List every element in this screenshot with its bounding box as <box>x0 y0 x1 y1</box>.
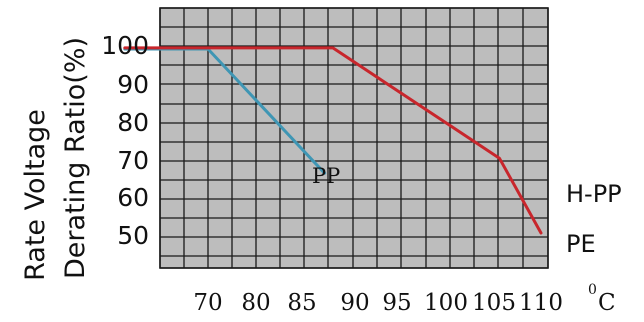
y-tick-label: 70 <box>117 146 149 175</box>
y-tick-labels: 100 90 80 70 60 50 <box>101 31 149 250</box>
x-tick-label: 105 <box>472 290 516 316</box>
x-tick-label: 90 <box>340 290 369 316</box>
series-label-pp: PP <box>312 164 340 188</box>
y-axis-label-line-2: Derating Ratio(%) <box>60 37 91 279</box>
y-tick-label: 80 <box>117 108 149 137</box>
x-tick-label: 80 <box>241 290 270 316</box>
x-tick-labels: 70 80 85 90 95 100 105 110 <box>193 290 563 316</box>
y-tick-label: 50 <box>117 221 149 250</box>
x-unit: 0 C <box>588 282 616 316</box>
grid-lines <box>159 7 549 269</box>
series-line-pe <box>123 46 543 235</box>
x-tick-label: 70 <box>193 290 222 316</box>
side-label-h-pp: H-PP <box>566 180 622 208</box>
y-tick-label: 90 <box>117 70 149 99</box>
x-tick-label: 100 <box>424 290 468 316</box>
x-unit-degree: 0 <box>588 282 597 298</box>
y-axis-label: Rate Voltage Derating Ratio(%) <box>20 37 91 281</box>
x-tick-label: 110 <box>519 290 563 316</box>
y-tick-label: 60 <box>117 183 149 212</box>
series-lines <box>123 46 543 235</box>
x-unit-letter: C <box>598 290 616 316</box>
side-label-pe: PE <box>566 230 596 258</box>
y-axis-label-line-1: Rate Voltage <box>20 109 51 281</box>
y-tick-label: 100 <box>101 31 149 60</box>
plot-frame <box>159 7 549 269</box>
x-tick-label: 95 <box>382 290 411 316</box>
x-tick-label: 85 <box>287 290 316 316</box>
plot-area <box>160 8 548 268</box>
